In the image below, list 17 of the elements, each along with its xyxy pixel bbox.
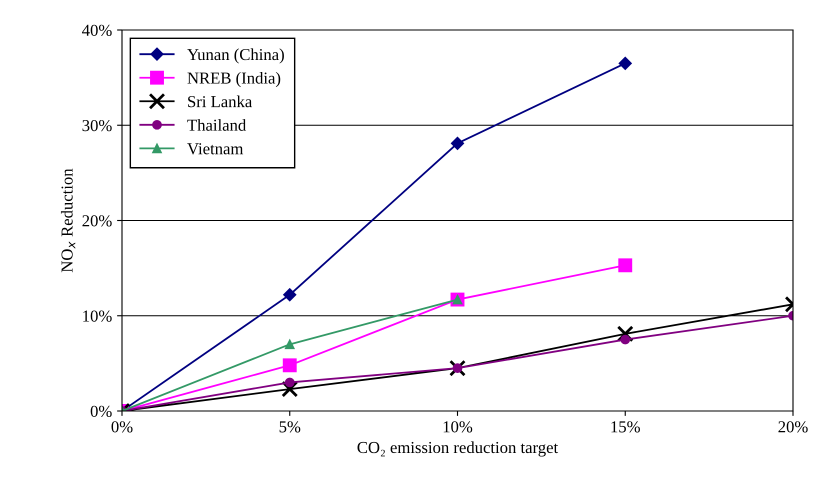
x-axis-title: CO₂ emission reduction target bbox=[358, 441, 558, 457]
y-tick-label: 10% bbox=[83, 310, 112, 322]
y-tick-label: 30% bbox=[82, 120, 112, 132]
y-tick-label: 0% bbox=[90, 406, 112, 417]
x-tick-label: 15% bbox=[611, 421, 640, 433]
y-tick-label: 40% bbox=[82, 24, 112, 36]
legend-label: Thailand bbox=[187, 119, 246, 131]
x-tick-label: 10% bbox=[444, 421, 472, 433]
x-tick-label: 0% bbox=[112, 421, 133, 433]
y-tick-label: 20% bbox=[82, 215, 112, 226]
legend-label: Yunan (China) bbox=[187, 48, 284, 64]
x-tick-label: 5% bbox=[280, 421, 300, 433]
y-axis-title: NO$_{x}$ Reduction bbox=[60, 168, 76, 272]
x-tick-label: 20% bbox=[778, 421, 808, 433]
legend-label: Vietnam bbox=[187, 143, 244, 154]
legend-label: NREB (India) bbox=[187, 72, 280, 88]
legend-label: Sri Lanka bbox=[188, 96, 252, 108]
